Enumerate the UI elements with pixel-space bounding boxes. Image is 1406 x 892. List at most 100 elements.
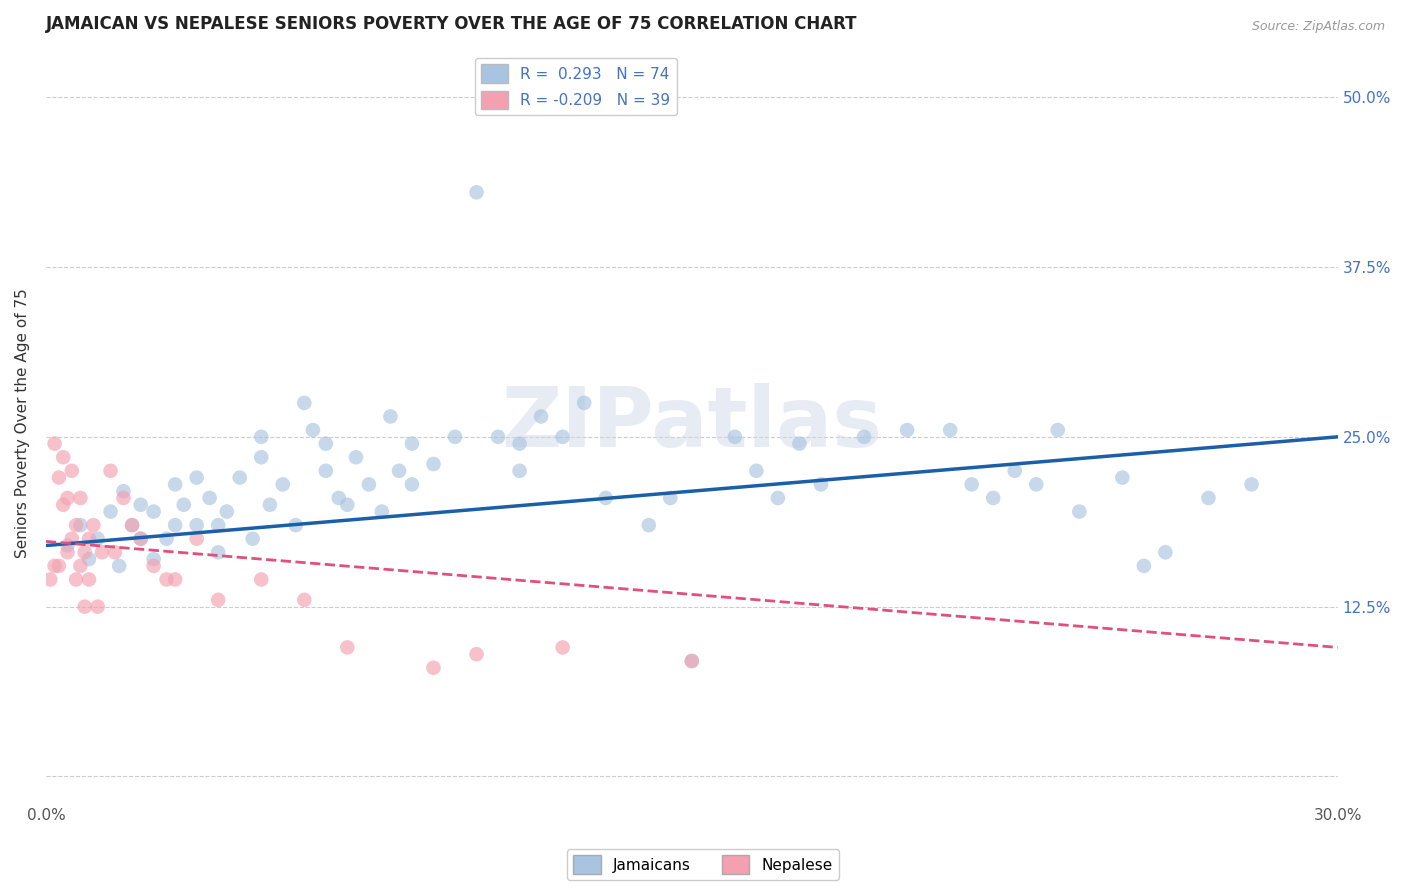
Point [165, 477, 187, 491]
Point [112, 491, 135, 505]
Point [129, 532, 152, 546]
Point [69, 518, 91, 533]
Point [1069, 504, 1091, 518]
Point [388, 464, 411, 478]
Point [100, 464, 122, 478]
Point [44, 436, 66, 450]
Point [186, 518, 208, 533]
Point [509, 436, 531, 450]
Point [86, 532, 108, 546]
Point [186, 470, 208, 484]
Point [60, 464, 83, 478]
Point [401, 436, 423, 450]
Point [165, 518, 187, 533]
Point [659, 491, 682, 505]
Text: Source: ZipAtlas.com: Source: ZipAtlas.com [1251, 20, 1385, 33]
Point [65, 573, 87, 587]
Point [129, 532, 152, 546]
Point [250, 573, 273, 587]
Text: ZIPatlas: ZIPatlas [502, 383, 883, 464]
Point [981, 491, 1004, 505]
Point [960, 477, 983, 491]
Point [380, 409, 402, 424]
Point [486, 430, 509, 444]
Point [56, 545, 79, 559]
Point [82, 518, 104, 533]
Point [155, 573, 177, 587]
Point [371, 504, 394, 518]
Point [1133, 558, 1156, 573]
Point [228, 470, 250, 484]
Point [73, 599, 96, 614]
Point [1046, 423, 1069, 437]
Legend: R =  0.293   N = 74, R = -0.209   N = 39: R = 0.293 N = 74, R = -0.209 N = 39 [474, 58, 676, 115]
Point [1111, 470, 1133, 484]
Point [422, 457, 444, 471]
Point [766, 491, 789, 505]
Point [56, 491, 79, 505]
Point [509, 464, 531, 478]
Point [69, 491, 91, 505]
Point [422, 661, 444, 675]
Point [142, 504, 165, 518]
Point [259, 498, 281, 512]
Point [207, 545, 229, 559]
Point [401, 477, 423, 491]
Point [465, 186, 488, 200]
Point [73, 545, 96, 559]
Point [336, 498, 359, 512]
Point [104, 545, 127, 559]
Point [595, 491, 617, 505]
Point [250, 450, 273, 465]
Point [142, 558, 165, 573]
Point [39, 573, 62, 587]
Point [207, 592, 229, 607]
Point [121, 518, 143, 533]
Point [315, 436, 337, 450]
Point [186, 532, 208, 546]
Point [77, 552, 100, 566]
Point [48, 470, 70, 484]
Point [1004, 464, 1026, 478]
Point [637, 518, 659, 533]
Point [91, 545, 114, 559]
Point [271, 477, 294, 491]
Point [551, 430, 574, 444]
Point [155, 532, 177, 546]
Point [1154, 545, 1177, 559]
Y-axis label: Seniors Poverty Over the Age of 75: Seniors Poverty Over the Age of 75 [15, 288, 30, 558]
Point [100, 504, 122, 518]
Point [1025, 477, 1047, 491]
Point [77, 573, 100, 587]
Point [207, 518, 229, 533]
Point [724, 430, 747, 444]
Point [745, 464, 768, 478]
Point [44, 558, 66, 573]
Point [551, 640, 574, 655]
Point [357, 477, 380, 491]
Point [444, 430, 467, 444]
Point [681, 654, 703, 668]
Point [789, 436, 811, 450]
Point [284, 518, 307, 533]
Point [77, 532, 100, 546]
Point [121, 518, 143, 533]
Point [292, 396, 315, 410]
Point [52, 498, 75, 512]
Point [681, 654, 703, 668]
Point [56, 539, 79, 553]
Point [242, 532, 264, 546]
Point [853, 430, 876, 444]
Point [530, 409, 553, 424]
Point [315, 464, 337, 478]
Point [86, 599, 108, 614]
Text: JAMAICAN VS NEPALESE SENIORS POVERTY OVER THE AGE OF 75 CORRELATION CHART: JAMAICAN VS NEPALESE SENIORS POVERTY OVE… [46, 15, 858, 33]
Point [1198, 491, 1220, 505]
Point [810, 477, 832, 491]
Point [60, 532, 83, 546]
Point [173, 498, 195, 512]
Point [250, 430, 273, 444]
Point [65, 518, 87, 533]
Point [292, 592, 315, 607]
Point [336, 640, 359, 655]
